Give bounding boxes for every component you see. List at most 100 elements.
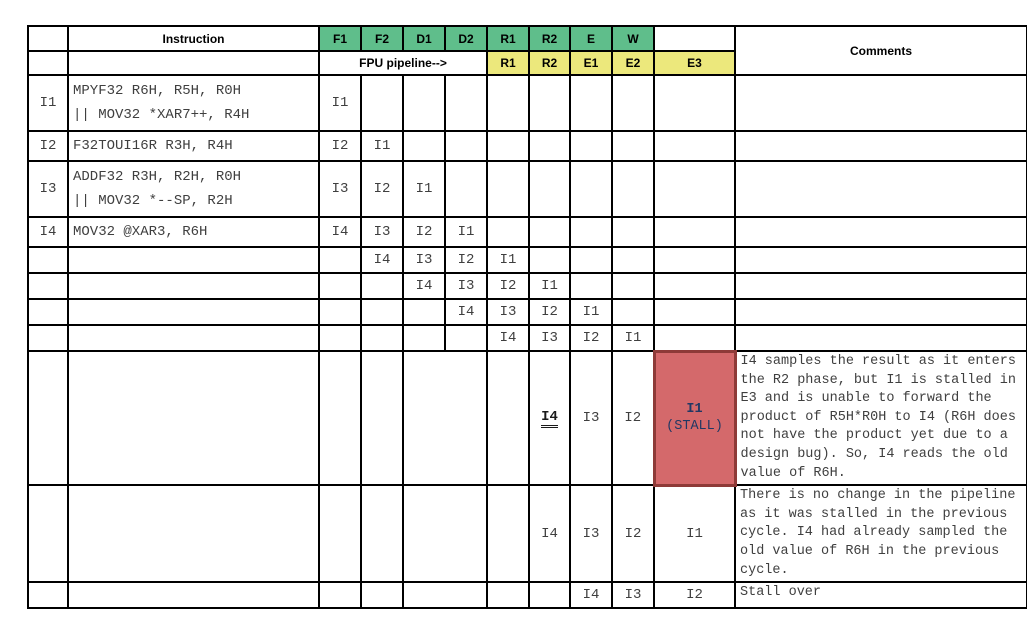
comment-cell: I4 samples the result as it enters the R… — [734, 349, 1027, 487]
pipeline-cell-e3 — [653, 74, 736, 132]
instruction-cell: MPYF32 R6H, R5H, R0H || MOV32 *XAR7++, R… — [67, 74, 320, 132]
pipeline-cell-f1 — [318, 246, 362, 274]
pipeline-cell-d1 — [402, 74, 446, 132]
pipeline-cell-d1 — [402, 484, 488, 584]
pipeline-cell-e: I2 — [569, 324, 613, 352]
pipeline-cell-r2 — [528, 581, 571, 610]
pipeline-cell-r2 — [528, 160, 571, 218]
pipeline-cell-d1: I4 — [402, 272, 446, 300]
pipeline-row: I4 MOV32 @XAR3, R6H I4 I3 I2 I1 — [27, 216, 1027, 248]
pipeline-cell-e: I4 — [569, 581, 613, 610]
corner-blank-cell — [27, 25, 69, 52]
instruction-cell: ADDF32 R3H, R2H, R0H || MOV32 *--SP, R2H — [67, 160, 320, 218]
pipeline-cell-w — [611, 246, 655, 274]
pipeline-cell-e — [569, 272, 613, 300]
stage-header-d1: D1 — [402, 25, 446, 52]
pipeline-row: I2 F32TOUI16R R3H, R4H I2 I1 — [27, 130, 1027, 162]
stall-instruction-label: I1 — [686, 402, 703, 418]
pipeline-cell-r2 — [528, 246, 571, 274]
pipeline-row: I4 I3 I2 I1 There is no change in the pipeli… — [27, 484, 1027, 584]
pipeline-cell-w: I1 — [611, 324, 655, 352]
pipeline-cell-f2 — [360, 74, 404, 132]
pipeline-cell-f2: I3 — [360, 216, 404, 248]
pipeline-cell-w: I2 — [611, 484, 655, 584]
stage-header-d2: D2 — [444, 25, 488, 52]
pipeline-cell-d2: I1 — [444, 216, 488, 248]
comment-cell — [734, 74, 1027, 132]
pipeline-cell-f2 — [360, 324, 404, 352]
stage-header-e: E — [569, 25, 613, 52]
pipeline-cell-d1 — [402, 298, 446, 326]
comment-cell: Stall over — [734, 581, 1027, 610]
pipeline-cell-f2 — [360, 581, 404, 610]
fpu-stage-header-e2: E2 — [611, 50, 655, 76]
instruction-cell: F32TOUI16R R3H, R4H — [67, 130, 320, 162]
pipeline-cell-d1 — [402, 130, 446, 162]
pipeline-cell-f1 — [318, 581, 362, 610]
pipeline-cell-e3 — [653, 272, 736, 300]
row-label — [27, 349, 69, 487]
pipeline-cell-r1 — [486, 216, 530, 248]
pipeline-cell-e — [569, 246, 613, 274]
pipeline-cell-e3 — [653, 160, 736, 218]
pipeline-row: I4 I3 I2 I1 — [27, 272, 1027, 300]
comments-header: Comments — [734, 25, 1027, 76]
pipeline-cell-e3: I1 — [653, 484, 736, 584]
pipeline-cell-r1 — [486, 74, 530, 132]
pipeline-row: I4 I3 I2 Stall over — [27, 581, 1027, 610]
pipeline-cell-d2 — [444, 160, 488, 218]
fpu-stage-header-r2: R2 — [528, 50, 571, 76]
pipeline-cell-r1: I3 — [486, 298, 530, 326]
pipeline-cell-e — [569, 216, 613, 248]
row-label: I4 — [27, 216, 69, 248]
row-label — [27, 484, 69, 584]
pipeline-cell-f1 — [318, 298, 362, 326]
pipeline-cell-r2: I3 — [528, 324, 571, 352]
pipeline-cell-w — [611, 74, 655, 132]
row-label: I1 — [27, 74, 69, 132]
pipeline-cell-e3 — [653, 298, 736, 326]
pipeline-cell-f2: I1 — [360, 130, 404, 162]
row-label: I3 — [27, 160, 69, 218]
pipeline-row: I1 MPYF32 R6H, R5H, R0H || MOV32 *XAR7++,… — [27, 74, 1027, 132]
pipeline-cell-e: I1 — [569, 298, 613, 326]
row-label — [27, 298, 69, 326]
instruction-cell — [67, 272, 320, 300]
pipeline-cell-e3: I2 — [653, 581, 736, 610]
comment-cell — [734, 324, 1027, 352]
stage-header-f2: F2 — [360, 25, 404, 52]
comment-cell — [734, 272, 1027, 300]
pipeline-cell-w — [611, 298, 655, 326]
header-row-cpu: Instruction F1 F2 D1 D2 R1 R2 E W Commen… — [27, 25, 1027, 76]
row-label: I2 — [27, 130, 69, 162]
pipeline-cell-f1 — [318, 272, 362, 300]
instruction-cell — [67, 349, 320, 487]
pipeline-cell-e — [569, 130, 613, 162]
instruction-cell — [67, 298, 320, 326]
pipeline-cell-r1: I4 — [486, 324, 530, 352]
pipeline-cell-f2 — [360, 298, 404, 326]
instruction-cell: MOV32 @XAR3, R6H — [67, 216, 320, 248]
pipeline-cell-d2: I3 — [444, 272, 488, 300]
pipeline-cell-e3 — [653, 246, 736, 274]
instruction-cell — [67, 246, 320, 274]
stage-header-r1: R1 — [486, 25, 530, 52]
pipeline-cell-r1: I1 — [486, 246, 530, 274]
pipeline-cell-r1: I2 — [486, 272, 530, 300]
pipeline-cell-e: I3 — [569, 484, 613, 584]
pipeline-row: I4 I3 I2 I1 — [27, 324, 1027, 352]
row-label — [27, 272, 69, 300]
pipeline-cell-e3 — [653, 130, 736, 162]
pipeline-cell-f2: I4 — [360, 246, 404, 274]
header-row-fpu: FPU pipeline--> R1 R2 E1 E2 E3 — [27, 50, 1027, 76]
pipeline-cell-r2 — [528, 216, 571, 248]
pipeline-cell-e: I3 — [569, 349, 613, 487]
comment-cell — [734, 216, 1027, 248]
pipeline-cell-e3 — [653, 324, 736, 352]
pipeline-cell-d2 — [444, 130, 488, 162]
pipeline-cell-r2: I1 — [528, 272, 571, 300]
pipeline-cell-e3 — [653, 216, 736, 248]
pipeline-cell-d2 — [444, 324, 488, 352]
pipeline-cell-w: I2 — [611, 349, 655, 487]
blank-cell — [67, 50, 320, 76]
